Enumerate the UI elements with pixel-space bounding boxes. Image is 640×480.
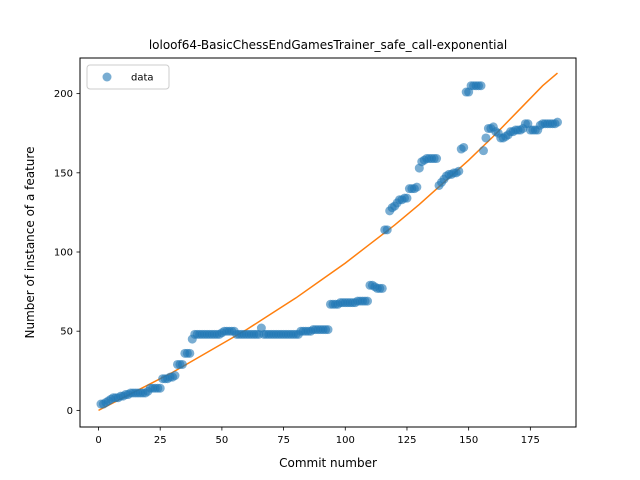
y-tick-label: 100 — [54, 248, 73, 259]
y-axis: 0 50 100 150 200 — [54, 89, 80, 417]
chart-title: loloof64-BasicChessEndGamesTrainer_safe_… — [149, 38, 507, 52]
y-tick-label: 0 — [67, 406, 73, 417]
y-tick-label: 150 — [54, 168, 73, 179]
data-point — [155, 383, 165, 393]
data-point — [454, 166, 464, 176]
points-layer — [96, 81, 562, 409]
x-tick-label: 100 — [336, 435, 355, 446]
x-tick-label: 125 — [397, 435, 416, 446]
x-tick-label: 75 — [277, 435, 290, 446]
plot-area — [80, 58, 576, 427]
data-point — [481, 133, 491, 143]
data-point — [185, 348, 195, 358]
plot-frame — [79, 57, 577, 428]
data-point — [402, 193, 412, 203]
data-point — [382, 225, 392, 235]
data-point — [412, 182, 422, 192]
y-tick-label: 200 — [54, 89, 73, 100]
legend-label-data: data — [131, 73, 154, 84]
x-tick-label: 25 — [154, 435, 167, 446]
data-point — [377, 283, 387, 293]
x-axis-label: Commit number — [279, 456, 377, 470]
data-point — [459, 142, 469, 152]
data-point — [552, 117, 562, 127]
legend-marker — [102, 72, 112, 82]
data-point — [170, 371, 180, 381]
data-point — [476, 81, 486, 91]
x-axis: 0 25 50 75 100 125 150 175 — [95, 427, 540, 446]
legend: data — [86, 64, 170, 90]
data-point — [177, 359, 187, 369]
y-tick-label: 50 — [60, 327, 73, 338]
y-axis-label: Number of instance of a feature — [23, 147, 37, 339]
data-point — [323, 325, 333, 335]
x-tick-label: 150 — [459, 435, 478, 446]
x-tick-label: 0 — [95, 435, 101, 446]
data-point — [362, 296, 372, 306]
data-point — [432, 154, 442, 164]
data-point — [478, 146, 488, 156]
x-tick-label: 175 — [521, 435, 540, 446]
legend-frame — [86, 64, 170, 90]
x-tick-label: 50 — [216, 435, 229, 446]
